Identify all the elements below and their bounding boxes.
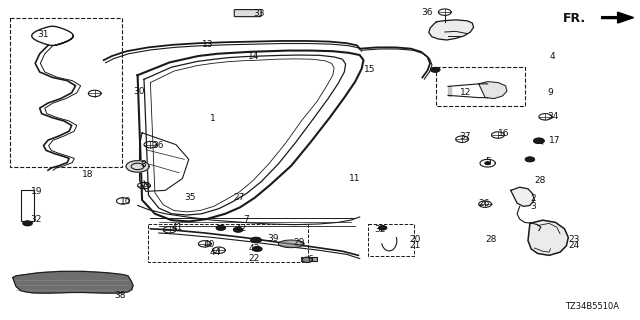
Text: 1: 1	[210, 114, 216, 123]
Text: 22: 22	[248, 254, 260, 263]
Bar	[301, 257, 317, 261]
Text: 41: 41	[172, 223, 183, 232]
Text: 30: 30	[133, 87, 145, 96]
Text: 19: 19	[31, 187, 42, 196]
Polygon shape	[251, 237, 261, 243]
Text: 34: 34	[547, 112, 559, 121]
Polygon shape	[234, 228, 243, 232]
Text: 16: 16	[498, 129, 509, 138]
Polygon shape	[511, 187, 534, 206]
Text: 8: 8	[141, 160, 147, 169]
Bar	[148, 224, 308, 262]
Bar	[10, 18, 122, 167]
Text: 27: 27	[234, 193, 245, 202]
Text: 21: 21	[410, 241, 421, 250]
Polygon shape	[448, 86, 451, 96]
Text: 3: 3	[530, 202, 536, 211]
Text: 14: 14	[248, 52, 260, 61]
Text: 43: 43	[248, 244, 260, 253]
Polygon shape	[216, 226, 225, 230]
Text: 40: 40	[204, 240, 215, 249]
Polygon shape	[479, 82, 507, 99]
Text: 31: 31	[37, 30, 49, 39]
Bar	[21, 190, 34, 221]
Text: 25: 25	[140, 182, 151, 191]
Polygon shape	[302, 257, 312, 262]
Text: 38: 38	[114, 292, 125, 300]
Bar	[368, 224, 414, 256]
Text: 15: 15	[364, 65, 375, 74]
Text: 29: 29	[293, 238, 305, 247]
Text: 28: 28	[485, 235, 497, 244]
Polygon shape	[602, 12, 634, 23]
Polygon shape	[485, 162, 490, 164]
Text: 26: 26	[479, 199, 490, 208]
Text: 35: 35	[184, 193, 196, 202]
Text: FR.: FR.	[563, 12, 586, 25]
Text: 33: 33	[253, 9, 264, 18]
Polygon shape	[253, 247, 262, 251]
Text: 17: 17	[549, 136, 561, 145]
Text: 4: 4	[549, 52, 555, 61]
Text: 23: 23	[568, 235, 580, 244]
Polygon shape	[23, 221, 32, 226]
Polygon shape	[379, 226, 387, 230]
Text: 10: 10	[120, 197, 132, 206]
Polygon shape	[431, 68, 440, 72]
Text: 2: 2	[530, 194, 536, 203]
Polygon shape	[126, 161, 149, 172]
FancyBboxPatch shape	[234, 10, 261, 17]
Text: 13: 13	[202, 40, 213, 49]
Text: 5: 5	[485, 157, 491, 166]
Polygon shape	[13, 271, 133, 293]
Polygon shape	[280, 241, 303, 247]
Text: 20: 20	[410, 235, 421, 244]
Polygon shape	[525, 157, 534, 162]
Text: 32: 32	[374, 225, 386, 234]
Polygon shape	[528, 220, 568, 255]
Text: 6: 6	[307, 255, 313, 264]
Text: 36: 36	[421, 8, 433, 17]
Polygon shape	[534, 138, 544, 143]
Polygon shape	[429, 20, 474, 40]
Text: 39: 39	[268, 234, 279, 243]
Text: 7: 7	[243, 215, 249, 224]
Text: 36: 36	[152, 141, 164, 150]
Text: 44: 44	[210, 248, 221, 257]
Text: 12: 12	[460, 88, 471, 97]
Text: 37: 37	[460, 132, 471, 141]
Bar	[436, 67, 525, 106]
Text: 28: 28	[534, 176, 546, 185]
Text: 24: 24	[568, 241, 580, 250]
Text: TZ34B5510A: TZ34B5510A	[566, 302, 620, 311]
Text: 42: 42	[236, 224, 247, 233]
Text: 11: 11	[349, 174, 360, 183]
Text: 32: 32	[31, 215, 42, 224]
Text: 18: 18	[82, 170, 93, 179]
Text: 9: 9	[547, 88, 553, 97]
